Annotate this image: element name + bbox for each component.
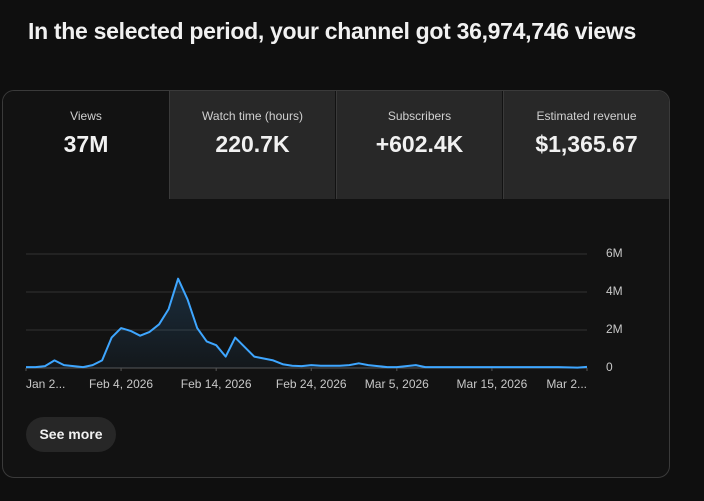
analytics-card: Views 37M Watch time (hours) 220.7K Subscr… bbox=[2, 90, 670, 478]
tab-label: Subscribers bbox=[387, 109, 452, 123]
line bbox=[26, 277, 588, 369]
tab-label: Watch time (hours) bbox=[202, 109, 303, 123]
tab-value: +602.4K bbox=[375, 131, 464, 157]
y-tick-label: 2M bbox=[606, 322, 623, 336]
tab[interactable]: Watch time (hours) 220.7K bbox=[169, 91, 335, 199]
tab-value: 220.7K bbox=[215, 131, 290, 157]
y-tick-label: 6M bbox=[606, 246, 623, 260]
y-tick-label: 0 bbox=[606, 360, 613, 374]
x-tick-label: Mar 2... bbox=[546, 377, 587, 391]
tab[interactable]: Estimated revenue $1,365.67 bbox=[503, 91, 669, 199]
x-tick-label: Feb 24, 2026 bbox=[276, 377, 347, 391]
tab-value: 37M bbox=[63, 131, 109, 157]
x-tick-label: Jan 2... bbox=[26, 377, 65, 391]
x-tick-label: Feb 14, 2026 bbox=[181, 377, 252, 391]
y-tick-label: 4M bbox=[606, 284, 623, 298]
tab-value: $1,365.67 bbox=[535, 131, 638, 157]
tab-label: Estimated revenue bbox=[536, 109, 637, 123]
tab[interactable]: Subscribers +602.4K bbox=[336, 91, 502, 199]
x-tick-label: Mar 5, 2026 bbox=[365, 377, 429, 391]
tab-label: Views bbox=[70, 109, 102, 123]
x-tick-label: Mar 15, 2026 bbox=[457, 377, 528, 391]
page-title: In the selected period, your channel got… bbox=[28, 18, 636, 44]
area bbox=[26, 278, 587, 368]
see-more-button[interactable]: See more bbox=[26, 417, 116, 452]
tab[interactable]: Views 37M bbox=[3, 91, 169, 199]
x-tick-label: Feb 4, 2026 bbox=[89, 377, 153, 391]
